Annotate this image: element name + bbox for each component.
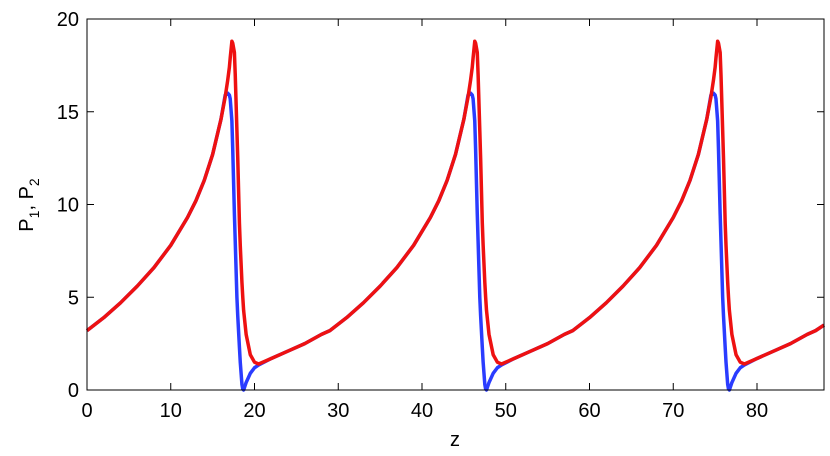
line-series bbox=[85, 39, 825, 366]
x-axis-label: z bbox=[450, 429, 460, 451]
y-axis-label: P1, P2 bbox=[16, 178, 42, 232]
y-label-part: P bbox=[16, 218, 38, 231]
y-tick-label: 15 bbox=[57, 102, 79, 124]
x-tick-label: 20 bbox=[243, 400, 265, 422]
y-tick-label: 10 bbox=[57, 195, 79, 217]
y-label-subscript: 1 bbox=[26, 210, 42, 218]
x-tick-label: 0 bbox=[81, 400, 92, 422]
y-tick-label: 0 bbox=[68, 380, 79, 402]
line-series bbox=[85, 91, 825, 392]
y-label-subscript: 2 bbox=[26, 178, 42, 186]
x-tick-label: 50 bbox=[495, 400, 517, 422]
x-tick-label: 80 bbox=[746, 400, 768, 422]
x-tick-label: 40 bbox=[411, 400, 433, 422]
x-tick-label: 10 bbox=[160, 400, 182, 422]
x-tick-label: 70 bbox=[662, 400, 684, 422]
y-tick-label: 20 bbox=[57, 9, 79, 31]
y-tick-label: 5 bbox=[68, 287, 79, 309]
plot-area bbox=[87, 19, 824, 390]
x-tick-label: 60 bbox=[578, 400, 600, 422]
y-label-part: , P bbox=[16, 186, 38, 210]
x-tick-label: 30 bbox=[327, 400, 349, 422]
